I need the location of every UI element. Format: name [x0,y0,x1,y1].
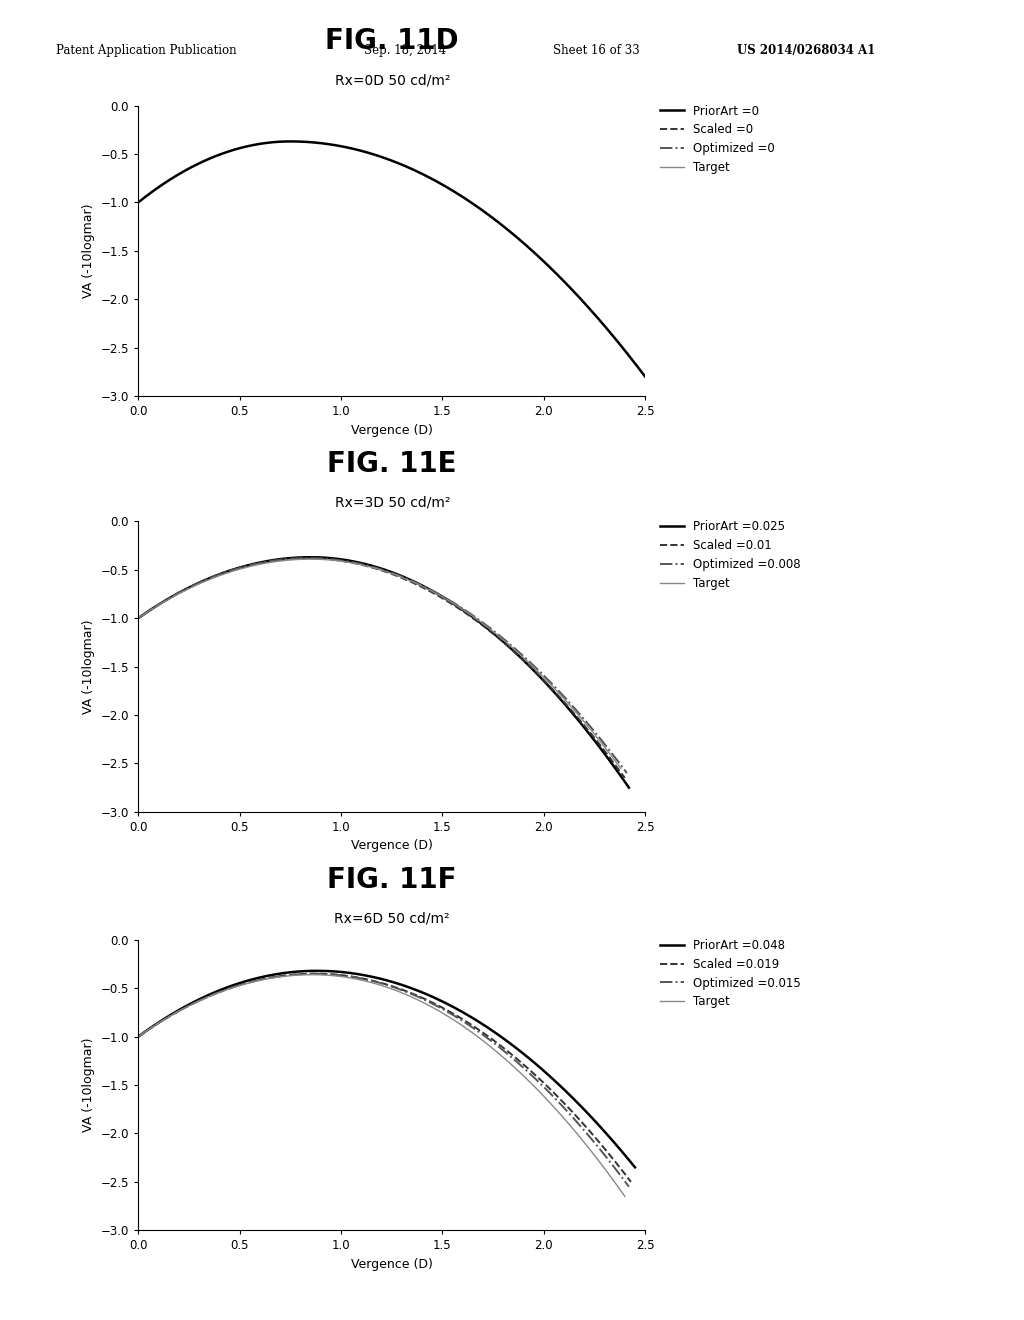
X-axis label: Vergence (D): Vergence (D) [351,840,432,853]
Text: Rx=0D 50 cd/m²: Rx=0D 50 cd/m² [335,73,450,87]
Legend: PriorArt =0, Scaled =0, Optimized =0, Target: PriorArt =0, Scaled =0, Optimized =0, Ta… [655,100,779,180]
X-axis label: Vergence (D): Vergence (D) [351,424,432,437]
Legend: PriorArt =0.048, Scaled =0.019, Optimized =0.015, Target: PriorArt =0.048, Scaled =0.019, Optimize… [655,935,806,1014]
Text: FIG. 11E: FIG. 11E [328,450,457,478]
Text: Rx=3D 50 cd/m²: Rx=3D 50 cd/m² [335,495,450,510]
Y-axis label: VA (-10logmar): VA (-10logmar) [82,203,95,298]
X-axis label: Vergence (D): Vergence (D) [351,1258,432,1271]
Text: Rx=6D 50 cd/m²: Rx=6D 50 cd/m² [335,911,450,925]
Legend: PriorArt =0.025, Scaled =0.01, Optimized =0.008, Target: PriorArt =0.025, Scaled =0.01, Optimized… [655,516,806,595]
Y-axis label: VA (-10logmar): VA (-10logmar) [82,619,95,714]
Text: US 2014/0268034 A1: US 2014/0268034 A1 [737,44,876,57]
Text: Sep. 18, 2014: Sep. 18, 2014 [364,44,445,57]
Text: FIG. 11F: FIG. 11F [328,866,457,894]
Text: Sheet 16 of 33: Sheet 16 of 33 [553,44,640,57]
Text: FIG. 11D: FIG. 11D [326,28,459,55]
Text: Patent Application Publication: Patent Application Publication [56,44,237,57]
Y-axis label: VA (-10logmar): VA (-10logmar) [82,1038,95,1133]
